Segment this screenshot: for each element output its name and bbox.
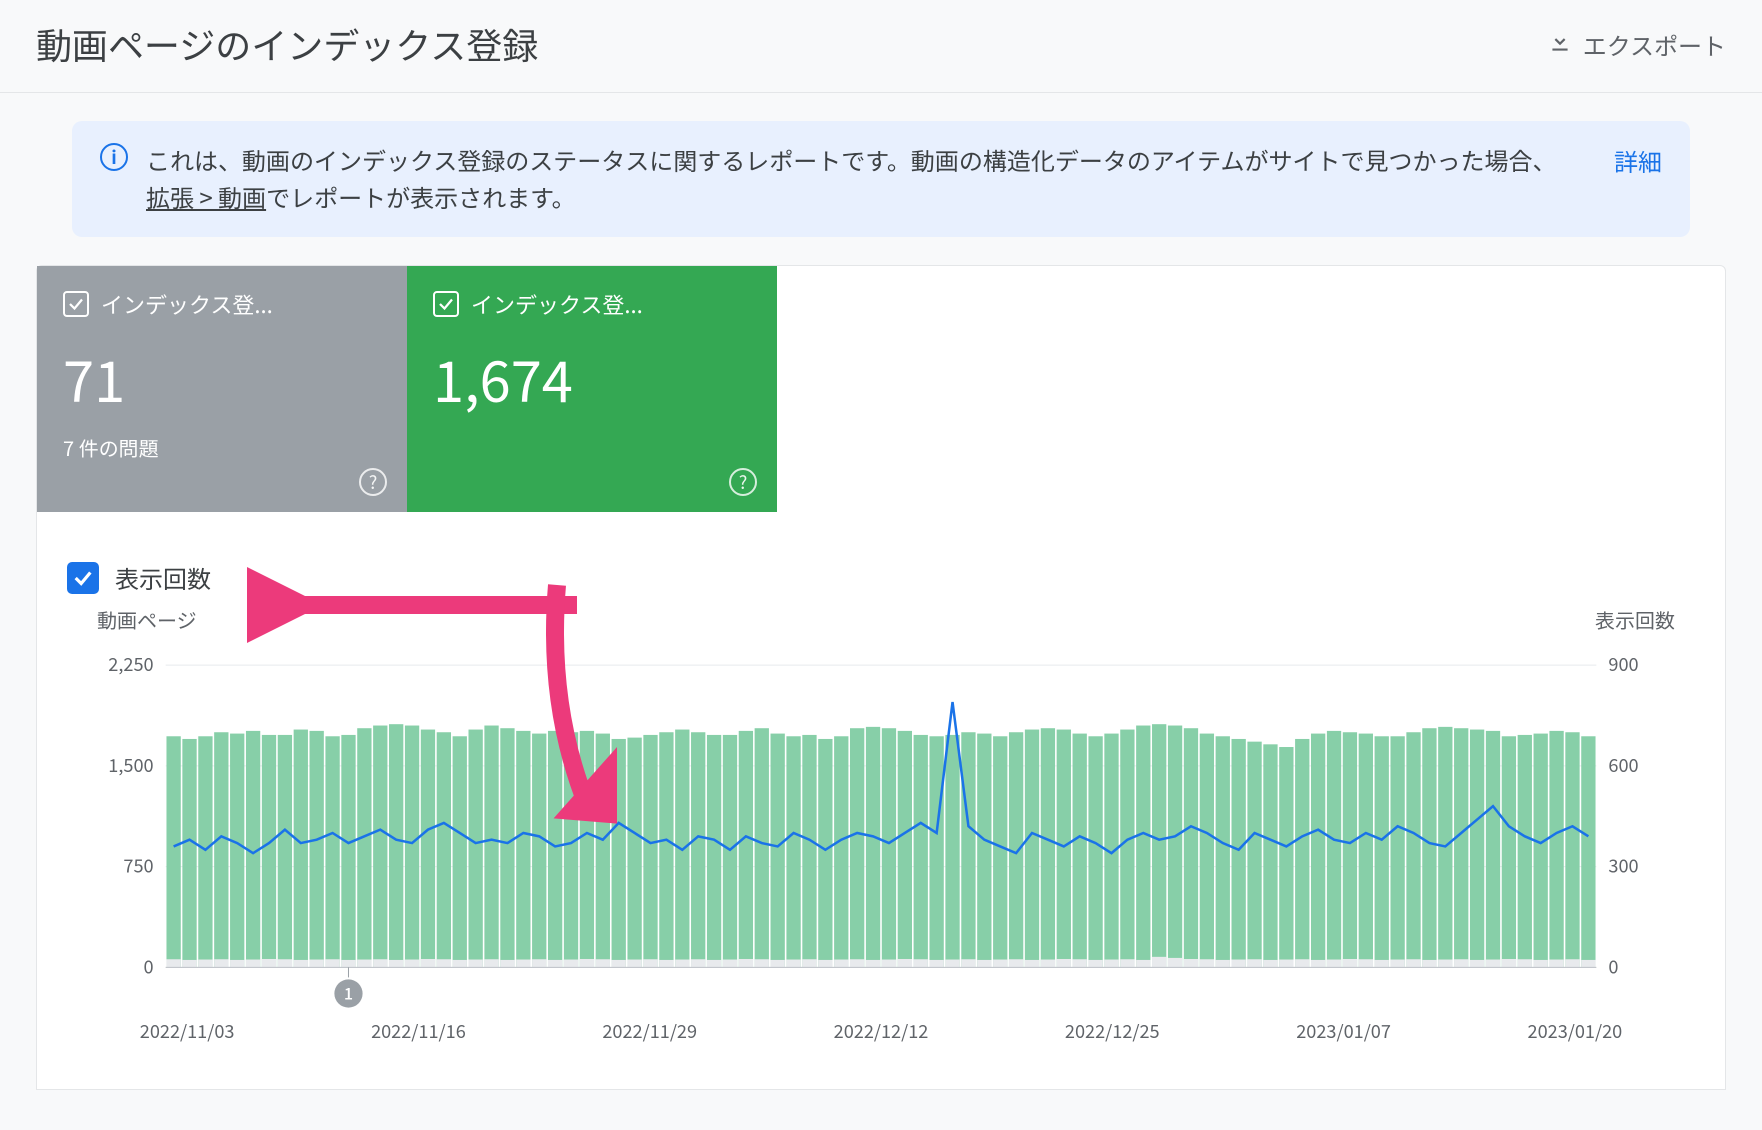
svg-text:1,500: 1,500 bbox=[108, 752, 153, 778]
svg-text:2023/01/07: 2023/01/07 bbox=[1296, 1018, 1391, 1044]
left-axis-title: 動画ページ bbox=[97, 605, 197, 634]
info-text: これは、動画のインデックス登録のステータスに関するレポートです。動画の構造化デー… bbox=[146, 141, 1572, 215]
chart-container: 動画ページ 表示回数 0 750 1,500 2,250 0 300 600 900 2022/… bbox=[37, 605, 1725, 1088]
summary-cards: インデックス登... 71 7 件の問題 ? インデックス登... 1,674 … bbox=[37, 266, 1725, 512]
svg-text:0: 0 bbox=[144, 954, 154, 980]
timeseries-chart: 0 750 1,500 2,250 0 300 600 900 2022/11/03 2022/1… bbox=[75, 655, 1687, 1078]
help-icon[interactable]: ? bbox=[729, 468, 757, 496]
export-button[interactable]: エクスポート bbox=[1547, 27, 1726, 62]
info-banner: i これは、動画のインデックス登録のステータスに関するレポートです。動画の構造化… bbox=[72, 121, 1690, 237]
card-sub: 7 件の問題 bbox=[63, 433, 381, 462]
export-label: エクスポート bbox=[1583, 27, 1726, 62]
svg-text:2022/11/16: 2022/11/16 bbox=[371, 1018, 466, 1044]
svg-text:300: 300 bbox=[1608, 853, 1638, 879]
card-label: インデックス登... bbox=[101, 288, 273, 320]
download-icon bbox=[1547, 27, 1573, 62]
card-not-indexed[interactable]: インデックス登... 71 7 件の問題 ? bbox=[37, 266, 407, 512]
checkbox-icon bbox=[63, 291, 89, 317]
help-icon[interactable]: ? bbox=[359, 468, 387, 496]
svg-text:750: 750 bbox=[123, 853, 153, 879]
info-icon: i bbox=[100, 143, 128, 171]
card-label: インデックス登... bbox=[471, 288, 643, 320]
checkbox-icon bbox=[433, 291, 459, 317]
card-value: 1,674 bbox=[433, 338, 751, 419]
card-indexed[interactable]: インデックス登... 1,674 ? bbox=[407, 266, 777, 512]
svg-text:0: 0 bbox=[1608, 954, 1618, 980]
details-link[interactable]: 詳細 bbox=[1614, 143, 1662, 178]
right-axis-title: 表示回数 bbox=[1595, 605, 1675, 634]
svg-text:2022/11/29: 2022/11/29 bbox=[602, 1018, 697, 1044]
svg-text:2022/11/03: 2022/11/03 bbox=[140, 1018, 235, 1044]
svg-text:2022/12/25: 2022/12/25 bbox=[1065, 1018, 1160, 1044]
impressions-checkbox[interactable] bbox=[67, 562, 99, 594]
svg-text:2,250: 2,250 bbox=[108, 655, 153, 677]
page-title: 動画ページのインデックス登録 bbox=[36, 18, 538, 70]
svg-text:2022/12/12: 2022/12/12 bbox=[834, 1018, 929, 1044]
svg-text:2023/01/20: 2023/01/20 bbox=[1528, 1018, 1623, 1044]
impressions-label: 表示回数 bbox=[115, 560, 211, 595]
report-panel: インデックス登... 71 7 件の問題 ? インデックス登... 1,674 … bbox=[36, 265, 1726, 1089]
svg-text:600: 600 bbox=[1608, 752, 1638, 778]
impressions-toggle-row: 表示回数 bbox=[37, 512, 1725, 605]
card-value: 71 bbox=[63, 338, 381, 419]
svg-text:1: 1 bbox=[344, 981, 353, 1005]
svg-text:900: 900 bbox=[1608, 655, 1638, 677]
